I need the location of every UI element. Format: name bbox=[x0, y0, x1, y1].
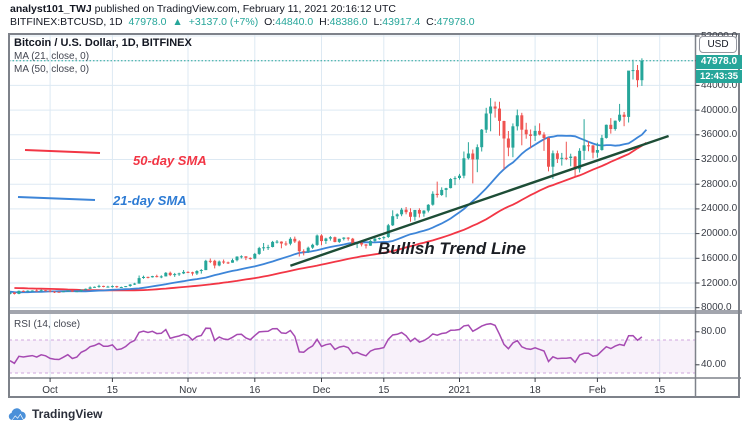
close-label: C: bbox=[426, 16, 437, 28]
rsi-indicator-label[interactable]: RSI (14, close) bbox=[14, 319, 81, 330]
tick-marks bbox=[49, 35, 700, 382]
annotation-21day-sma[interactable]: 21-day SMA bbox=[113, 193, 187, 208]
open-label: O: bbox=[264, 16, 276, 28]
ma21-line bbox=[9, 129, 648, 294]
high-label: H: bbox=[319, 16, 330, 28]
annotation-bullish-trend-line[interactable]: Bullish Trend Line bbox=[378, 239, 526, 258]
rsi-series bbox=[9, 322, 643, 365]
price-tick-label: 8000.0 bbox=[701, 302, 732, 314]
symbol-info-line: BITFINEX:BTCUSD, 1D 47978.0 ▲ +3137.0 (+… bbox=[10, 16, 478, 28]
price-tick-label: 12000.0 bbox=[701, 277, 738, 289]
price-tick-label: 24000.0 bbox=[701, 203, 738, 215]
legend-ma21[interactable]: MA (21, close, 0) bbox=[14, 51, 90, 62]
price-tick-label: 44000.0 bbox=[701, 79, 738, 91]
ma21-series bbox=[9, 129, 648, 294]
rsi-band bbox=[9, 339, 696, 374]
symbol-name: BITFINEX:BTCUSD, 1D bbox=[10, 16, 123, 28]
price-tick-label: 28000.0 bbox=[701, 178, 738, 190]
low-value: 43917.4 bbox=[382, 16, 421, 28]
currency-toggle-button[interactable]: USD bbox=[699, 36, 737, 53]
rsi-line bbox=[9, 322, 643, 365]
high-value: 48386.0 bbox=[329, 16, 368, 28]
annotation-50day-sma[interactable]: 50-day SMA bbox=[133, 153, 207, 168]
bullish-trend-line bbox=[290, 134, 669, 267]
current-price-badge: 47978.0 bbox=[696, 55, 742, 69]
up-arrow-icon: ▲ bbox=[172, 16, 183, 28]
price-tick-label: 36000.0 bbox=[701, 129, 738, 141]
price-tick-label: 20000.0 bbox=[701, 228, 738, 240]
time-tick-label: 16 bbox=[249, 385, 261, 396]
price-tick-label: 32000.0 bbox=[701, 154, 738, 165]
rsi-tick-label: 40.00 bbox=[701, 359, 727, 371]
last-price: 47978.0 bbox=[128, 16, 167, 28]
time-tick-label: 15 bbox=[378, 385, 390, 396]
time-tick-label: Oct bbox=[42, 385, 58, 396]
time-tick-label: 2021 bbox=[448, 385, 471, 396]
tradingview-brand-text[interactable]: TradingView bbox=[32, 407, 103, 421]
author-name: analyst101_TWJ bbox=[10, 3, 92, 15]
tradingview-logo-icon[interactable] bbox=[8, 406, 27, 422]
time-tick-label: 15 bbox=[106, 385, 118, 396]
pane-separators bbox=[8, 33, 742, 398]
sma50-sample-line bbox=[24, 149, 101, 154]
trend-line-drawing bbox=[290, 134, 669, 267]
price-tick-label: 16000.0 bbox=[701, 252, 738, 264]
low-label: L: bbox=[373, 16, 383, 28]
gridlines bbox=[9, 34, 696, 378]
bar-countdown-badge: 12:43:35 bbox=[696, 70, 742, 83]
footer: TradingView bbox=[8, 404, 102, 424]
time-tick-label: 15 bbox=[654, 385, 666, 396]
price-change: +3137.0 (+7%) bbox=[188, 16, 259, 28]
publish-info-line: analyst101_TWJ published on TradingView.… bbox=[10, 3, 396, 16]
price-tick-label: 40000.0 bbox=[701, 104, 738, 116]
sma21-sample-line bbox=[17, 196, 96, 201]
legend-ma50[interactable]: MA (50, close, 0) bbox=[14, 64, 90, 75]
rsi-tick-label: 80.00 bbox=[701, 326, 727, 338]
publish-info-text: published on TradingView.com, February 1… bbox=[91, 3, 397, 15]
time-tick-label: Feb bbox=[588, 385, 606, 396]
close-value: 47978.0 bbox=[436, 16, 475, 28]
time-tick-label: Dec bbox=[312, 385, 331, 396]
time-tick-label: Nov bbox=[179, 385, 197, 396]
candles-series bbox=[8, 58, 644, 295]
chart-legend-title: Bitcoin / U.S. Dollar, 1D, BITFINEX bbox=[14, 37, 192, 49]
time-tick-label: 18 bbox=[529, 385, 541, 396]
open-value: 44840.0 bbox=[275, 16, 314, 28]
annotation-sample-lines bbox=[17, 149, 101, 201]
